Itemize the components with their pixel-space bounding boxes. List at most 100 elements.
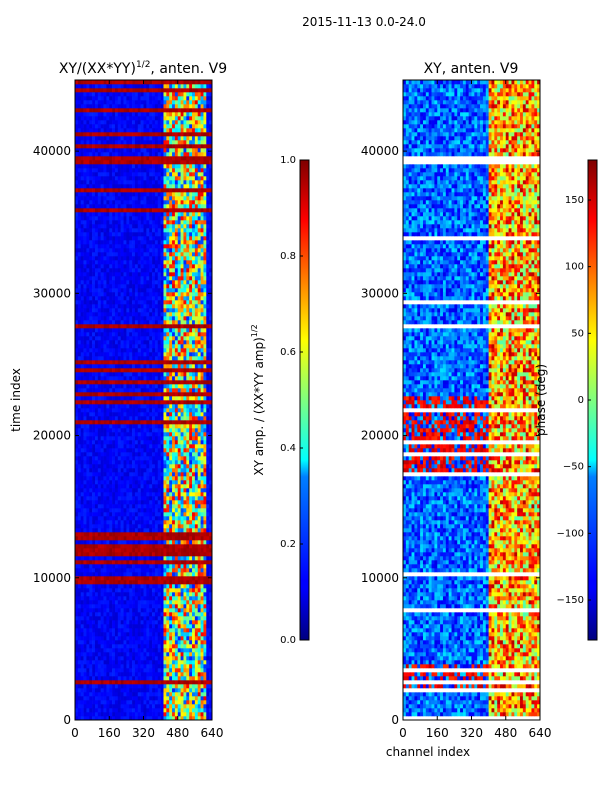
- heatmap-cell: [158, 472, 161, 476]
- heatmap-cell: [146, 556, 149, 560]
- heatmap-cell: [104, 448, 107, 452]
- heatmap-cell: [158, 624, 161, 628]
- heatmap-cell: [118, 664, 121, 668]
- heatmap-cell: [198, 488, 201, 492]
- heatmap-cell: [166, 488, 169, 492]
- heatmap-cell: [95, 536, 98, 540]
- heatmap-cell: [115, 572, 118, 576]
- heatmap-cell: [169, 616, 172, 620]
- heatmap-cell: [158, 704, 161, 708]
- heatmap-cell: [161, 336, 164, 340]
- heatmap-cell: [195, 332, 198, 336]
- heatmap-cell: [104, 528, 107, 532]
- heatmap-cell: [135, 608, 138, 612]
- heatmap-cell: [189, 424, 192, 428]
- heatmap-cell: [86, 632, 89, 636]
- heatmap-cell: [161, 468, 164, 472]
- heatmap-cell: [138, 676, 141, 680]
- heatmap-cell: [135, 696, 138, 700]
- heatmap-cell: [84, 520, 87, 524]
- heatmap-cell: [178, 516, 181, 520]
- heatmap-cell: [109, 496, 112, 500]
- heatmap-cell: [203, 700, 206, 704]
- heatmap-cell: [155, 696, 158, 700]
- heatmap-cell: [89, 536, 92, 540]
- heatmap-cell: [95, 428, 98, 432]
- heatmap-cell: [152, 388, 155, 392]
- heatmap-cell: [86, 444, 89, 448]
- heatmap-cell: [172, 356, 175, 360]
- heatmap-cell: [112, 308, 115, 312]
- heatmap-cell: [138, 456, 141, 460]
- heatmap-cell: [201, 688, 204, 692]
- heatmap-cell: [86, 432, 89, 436]
- heatmap-cell: [121, 692, 124, 696]
- heatmap-cell: [172, 472, 175, 476]
- heatmap-cell: [206, 464, 209, 468]
- heatmap-cell: [155, 484, 158, 488]
- heatmap-cell: [172, 340, 175, 344]
- heatmap-cell: [166, 524, 169, 528]
- heatmap-cell: [161, 584, 164, 588]
- heatmap-cell: [106, 708, 109, 712]
- heatmap-cell: [175, 456, 178, 460]
- heatmap-cell: [146, 312, 149, 316]
- heatmap-cell: [95, 548, 98, 552]
- heatmap-cell: [135, 360, 138, 364]
- heatmap-cell: [98, 484, 101, 488]
- heatmap-cell: [155, 304, 158, 308]
- heatmap-cell: [144, 696, 147, 700]
- heatmap-cell: [149, 700, 152, 704]
- heatmap-cell: [152, 464, 155, 468]
- heatmap-cell: [126, 684, 129, 688]
- heatmap-cell: [124, 580, 127, 584]
- heatmap-cell: [203, 568, 206, 572]
- heatmap-cell: [81, 416, 84, 420]
- heatmap-cell: [195, 660, 198, 664]
- heatmap-cell: [201, 572, 204, 576]
- heatmap-cell: [81, 380, 84, 384]
- heatmap-cell: [149, 428, 152, 432]
- heatmap-cell: [172, 604, 175, 608]
- heatmap-cell: [161, 524, 164, 528]
- heatmap-cell: [201, 396, 204, 400]
- heatmap-cell: [146, 596, 149, 600]
- heatmap-cell: [124, 448, 127, 452]
- heatmap-cell: [138, 708, 141, 712]
- heatmap-cell: [178, 400, 181, 404]
- heatmap-cell: [192, 316, 195, 320]
- heatmap-cell: [98, 544, 101, 548]
- heatmap-cell: [109, 412, 112, 416]
- heatmap-cell: [81, 684, 84, 688]
- heatmap-cell: [144, 556, 147, 560]
- heatmap-cell: [149, 412, 152, 416]
- heatmap-cell: [158, 384, 161, 388]
- heatmap-cell: [183, 480, 186, 484]
- heatmap-cell: [166, 604, 169, 608]
- heatmap-cell: [126, 456, 129, 460]
- heatmap-cell: [89, 608, 92, 612]
- heatmap-cell: [183, 444, 186, 448]
- heatmap-cell: [115, 696, 118, 700]
- heatmap-cell: [101, 544, 104, 548]
- heatmap-cell: [155, 672, 158, 676]
- heatmap-cell: [158, 360, 161, 364]
- heatmap-cell: [189, 672, 192, 676]
- heatmap-cell: [109, 480, 112, 484]
- heatmap-cell: [166, 500, 169, 504]
- heatmap-cell: [158, 340, 161, 344]
- heatmap-cell: [144, 576, 147, 580]
- heatmap-cell: [172, 564, 175, 568]
- heatmap-cell: [186, 380, 189, 384]
- heatmap-cell: [124, 452, 127, 456]
- heatmap-cell: [81, 396, 84, 400]
- heatmap-cell: [149, 660, 152, 664]
- heatmap-cell: [149, 584, 152, 588]
- heatmap-cell: [95, 400, 98, 404]
- heatmap-cell: [106, 472, 109, 476]
- heatmap-cell: [109, 476, 112, 480]
- heatmap-cell: [132, 388, 135, 392]
- heatmap-cell: [101, 592, 104, 596]
- heatmap-cell: [106, 448, 109, 452]
- heatmap-cell: [84, 348, 87, 352]
